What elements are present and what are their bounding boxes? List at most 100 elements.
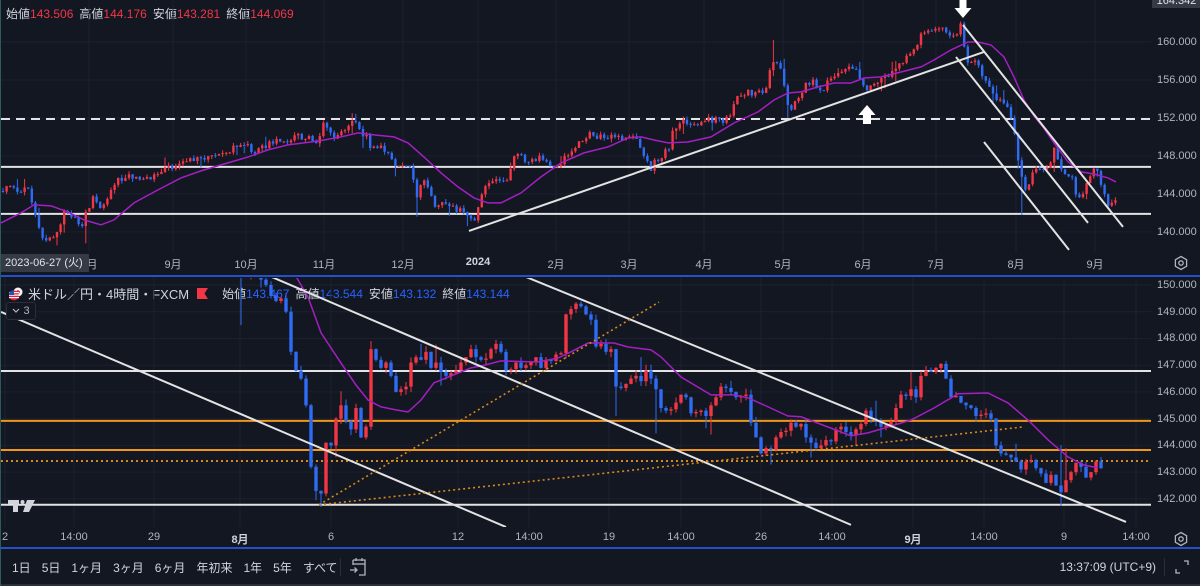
candle-up	[588, 132, 591, 139]
candle-up	[629, 378, 633, 384]
candle-up	[505, 180, 509, 182]
candle-up	[369, 349, 373, 427]
trend-line-drawing[interactable]	[318, 301, 660, 506]
candle-down	[639, 138, 642, 148]
candle-down	[1, 191, 5, 193]
range-ytd-button[interactable]: 年初来	[196, 560, 233, 575]
candle-up	[768, 70, 771, 88]
candle-up	[811, 79, 815, 85]
trend-line-drawing[interactable]	[1, 311, 507, 527]
candle-down	[869, 410, 873, 419]
candle-up	[239, 144, 242, 147]
bottom-chart-pane[interactable]	[1, 278, 1151, 527]
symbol-title[interactable]: 米ドル／円・4時間・FXCM	[28, 287, 190, 302]
legend-open-label: 始値	[6, 7, 31, 21]
candle-down	[73, 216, 77, 218]
candle-up	[401, 165, 404, 167]
time-axis-label: 26	[754, 531, 768, 543]
timezone-clock[interactable]: 13:37:09 (UTC+9)	[1059, 560, 1156, 574]
fullscreen-icon[interactable]	[1175, 560, 1189, 574]
indicator-collapse-button[interactable]: 3	[6, 302, 36, 320]
trend-line-drawing[interactable]	[983, 141, 1070, 251]
candle-up	[293, 135, 296, 141]
trend-line-drawing[interactable]	[525, 278, 1127, 523]
candle-down	[519, 362, 523, 368]
candle-up	[984, 413, 988, 415]
candle-down	[253, 152, 257, 154]
range-all-button[interactable]: すべて	[302, 560, 338, 575]
candle-down	[359, 407, 363, 438]
candle-down	[659, 389, 663, 408]
candle-up	[322, 122, 325, 137]
usd-jpy-flag-icon	[9, 287, 23, 300]
candle-up	[970, 62, 973, 64]
candle-up	[837, 73, 840, 77]
candle-up	[494, 343, 498, 350]
candle-up	[653, 159, 656, 171]
candle-down	[541, 155, 545, 160]
candle-down	[349, 421, 353, 430]
trend-line-drawing[interactable]	[955, 56, 1089, 224]
go-to-date-button[interactable]	[349, 557, 367, 577]
candle-up	[163, 167, 167, 172]
moving-average-line[interactable]	[293, 278, 1099, 469]
candle-down	[419, 357, 423, 360]
candle-up	[207, 156, 210, 160]
candle-up	[379, 145, 383, 149]
range-6m-button[interactable]: 6ヶ月	[154, 560, 186, 575]
candle-down	[959, 395, 963, 403]
candle-down	[1071, 176, 1074, 178]
candle-up	[181, 161, 185, 164]
tradingview-logo[interactable]	[8, 499, 36, 518]
bottom-axis-settings-button[interactable]	[1173, 531, 1189, 547]
time-axis-label: 2月	[547, 259, 565, 271]
candle-up	[609, 349, 613, 352]
trend-line-drawing[interactable]	[318, 426, 1024, 506]
range-5d-button[interactable]: 5日	[41, 560, 61, 575]
candle-up	[634, 375, 638, 379]
candle-down	[284, 298, 288, 312]
range-1y-button[interactable]: 1年	[243, 560, 263, 575]
candle-down	[549, 359, 553, 362]
candle-down	[1079, 462, 1083, 467]
arrow-down-icon[interactable]	[954, 0, 972, 18]
candle-down	[944, 363, 948, 379]
candle-down	[750, 89, 753, 96]
candle-up	[880, 77, 883, 83]
candle-down	[604, 343, 608, 352]
date-range-selector: 1日 5日 1ヶ月 3ヶ月 6ヶ月 年初来 1年 5年 すべて	[1, 559, 338, 576]
candle-up	[174, 166, 177, 170]
candle-up	[1081, 193, 1085, 198]
candle-up	[954, 395, 958, 398]
moving-average-line[interactable]	[1, 41, 1117, 226]
candle-up	[736, 95, 739, 105]
candle-up	[682, 119, 685, 124]
legend-close-label: 終値	[442, 287, 467, 301]
trend-line-drawing[interactable]	[962, 24, 1124, 228]
pane-separator[interactable]	[1, 275, 1200, 277]
candle-up	[826, 80, 829, 91]
candle-down	[70, 213, 73, 217]
candle-down	[527, 161, 530, 163]
candle-down	[430, 187, 433, 196]
price-axis-label: 148.000	[1157, 332, 1197, 345]
candle-up	[764, 448, 768, 454]
trend-line-drawing[interactable]	[468, 50, 985, 232]
candle-up	[1049, 162, 1052, 169]
candle-up	[225, 152, 228, 154]
candle-up	[516, 154, 519, 157]
top-chart-pane[interactable]	[1, 0, 1151, 252]
time-axis-label: 14:00	[667, 531, 695, 543]
candle-down	[718, 117, 721, 120]
candle-up	[210, 155, 213, 157]
candle-down	[794, 422, 798, 427]
top-axis-settings-button[interactable]	[1173, 255, 1189, 271]
range-3m-button[interactable]: 3ヶ月	[113, 560, 144, 575]
range-5y-button[interactable]: 5年	[273, 560, 292, 575]
trend-line-drawing[interactable]	[246, 278, 852, 526]
range-1d-button[interactable]: 1日	[12, 560, 31, 575]
range-1m-button[interactable]: 1ヶ月	[71, 560, 103, 575]
flag-marker-icon[interactable]	[197, 288, 209, 299]
candle-down	[815, 79, 818, 88]
arrow-up-icon[interactable]	[858, 105, 876, 124]
